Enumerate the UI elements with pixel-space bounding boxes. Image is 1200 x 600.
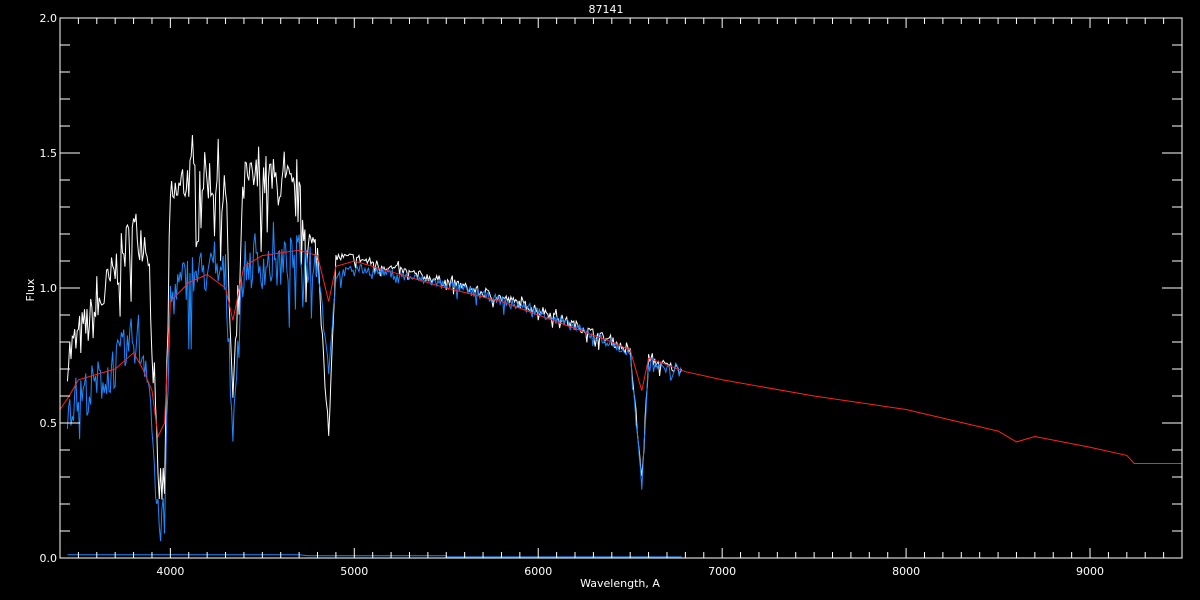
x-axis-label: Wavelength, A [580, 577, 660, 590]
series-0 [66, 134, 683, 500]
x-tick-label: 5000 [340, 565, 368, 578]
series-line [66, 221, 683, 542]
x-tick-label: 8000 [892, 565, 920, 578]
series-line [67, 554, 682, 558]
x-tick-label: 4000 [156, 565, 184, 578]
y-tick-label: 0.5 [40, 417, 58, 430]
x-tick-label: 9000 [1076, 565, 1104, 578]
x-tick-label: 7000 [708, 565, 736, 578]
y-axis-label: Flux [24, 278, 37, 301]
y-tick-label: 0.0 [40, 552, 58, 565]
series-3 [67, 554, 682, 558]
series-layer [59, 134, 1183, 558]
x-tick-label: 6000 [524, 565, 552, 578]
y-tick-label: 1.0 [40, 282, 58, 295]
chart-title: 87141 [589, 3, 624, 16]
y-tick-label: 2.0 [40, 12, 58, 25]
y-tick-label: 1.5 [40, 147, 58, 160]
series-line [66, 134, 683, 500]
axes-layer: 4000 5000 6000 7000 8000 9000 0.0 0.5 1.0 1.5 2.0 [40, 12, 1183, 578]
